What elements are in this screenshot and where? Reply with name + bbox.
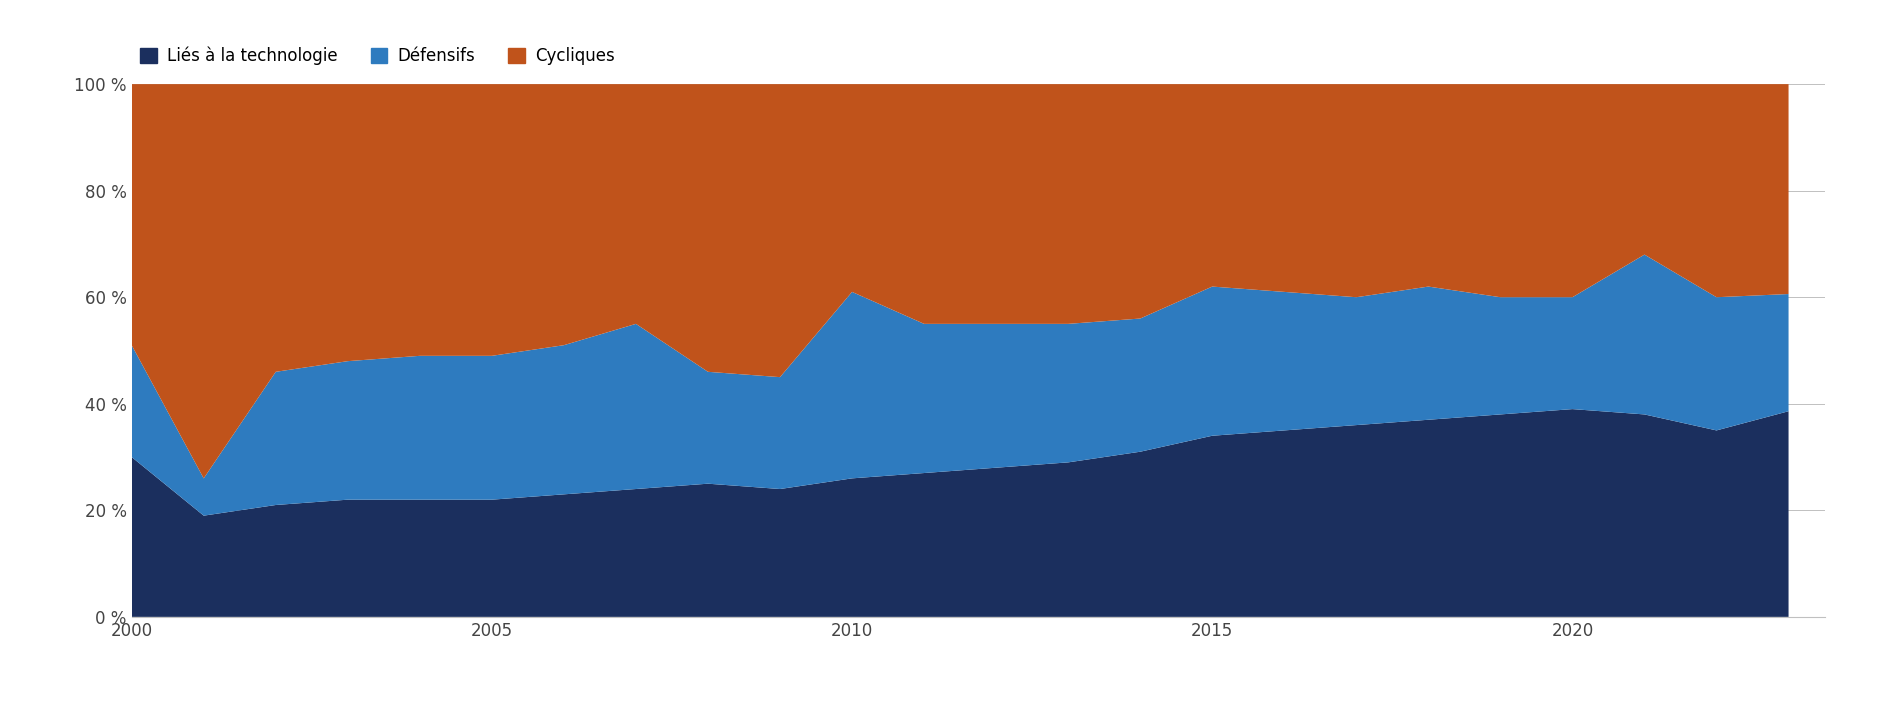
Legend: Liés à la technologie, Défensifs, Cycliques: Liés à la technologie, Défensifs, Cycliq…: [139, 47, 615, 65]
